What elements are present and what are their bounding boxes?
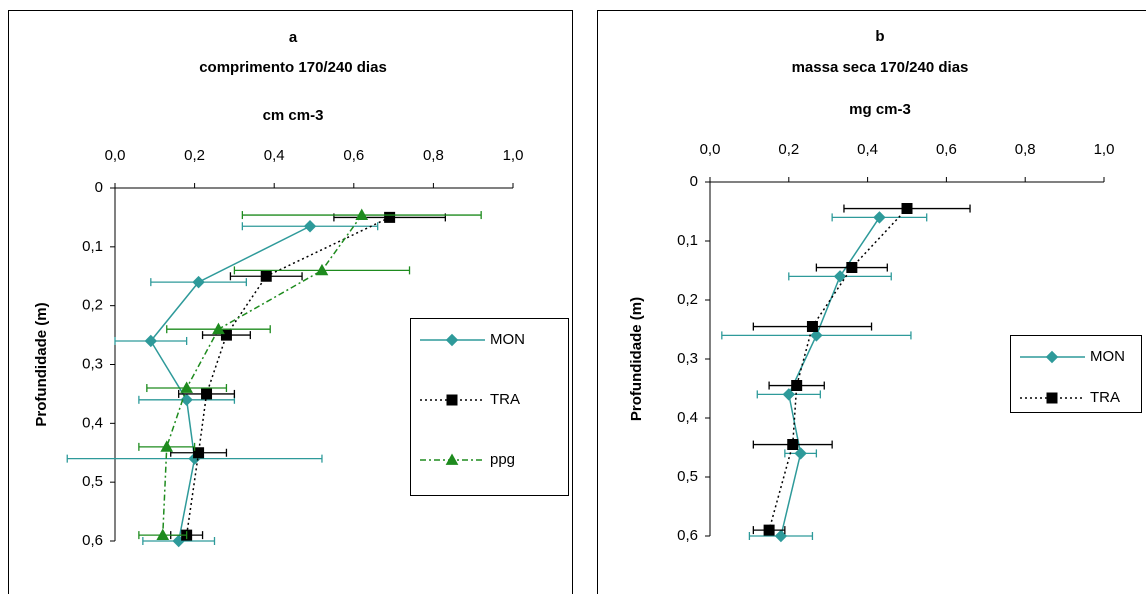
legend-marker <box>446 394 458 406</box>
series-line <box>768 208 908 531</box>
y-tick-label: 0,4 <box>82 414 103 431</box>
data-point <box>180 393 193 407</box>
x-tick-label: 0,8 <box>1015 141 1036 158</box>
data-point <box>763 524 775 536</box>
data-point <box>156 528 170 541</box>
legend-marker <box>445 453 459 465</box>
data-point <box>810 329 823 342</box>
x-tick-label: 0,4 <box>857 141 878 158</box>
x-tick-label: 0,2 <box>184 147 205 164</box>
data-point <box>355 208 369 220</box>
x-tick-label: 0,0 <box>105 147 126 164</box>
data-point <box>794 447 807 460</box>
data-point <box>791 380 803 392</box>
x-tick-label: 1,0 <box>503 147 524 164</box>
y-tick-label: 0,2 <box>677 291 698 308</box>
panel-frame <box>597 10 1146 594</box>
y-tick-label: 0 <box>95 179 103 196</box>
y-tick-label: 0,1 <box>82 238 103 255</box>
data-point <box>192 275 205 289</box>
x-tick-label: 0,0 <box>700 141 721 158</box>
panel-title: b <box>875 28 884 45</box>
data-point <box>212 322 225 335</box>
y-tick-label: 0,6 <box>677 527 698 544</box>
data-point <box>303 220 317 233</box>
y-tick-label: 0,3 <box>82 355 103 372</box>
x-tick-label: 0,6 <box>343 147 364 164</box>
y-tick-label: 0 <box>690 173 698 190</box>
legend-marker <box>1046 392 1058 404</box>
legend-label: TRA <box>1090 389 1120 406</box>
y-tick-label: 0,2 <box>82 297 103 314</box>
data-point <box>193 447 205 459</box>
series-line <box>162 214 363 536</box>
y-tick-label: 0,5 <box>677 468 698 485</box>
data-point <box>782 388 796 401</box>
x-axis-label: cm cm-3 <box>263 107 324 124</box>
legend-label: MON <box>1090 348 1125 365</box>
data-point <box>774 529 788 543</box>
legend-marker <box>445 333 459 347</box>
data-point <box>787 439 799 451</box>
legend-marker <box>1045 350 1059 364</box>
y-axis-label: Profundidade (m) <box>33 302 50 426</box>
data-point <box>873 211 886 224</box>
series-line <box>149 225 311 542</box>
y-tick-label: 0,6 <box>82 532 103 549</box>
panel-subtitle: massa seca 170/240 dias <box>792 59 969 76</box>
legend-label: TRA <box>490 391 520 408</box>
data-point <box>180 381 193 393</box>
x-tick-label: 0,6 <box>936 141 957 158</box>
y-tick-label: 0,1 <box>677 232 698 249</box>
x-tick-label: 0,2 <box>778 141 799 158</box>
y-tick-label: 0,4 <box>677 409 698 426</box>
legend-label: ppg <box>490 451 515 468</box>
panel-title: a <box>289 29 298 46</box>
legend-box <box>1010 335 1142 413</box>
y-axis-label: Profundidade (m) <box>628 297 645 421</box>
data-point <box>315 263 329 276</box>
data-point <box>160 440 174 452</box>
x-tick-label: 1,0 <box>1094 141 1115 158</box>
y-tick-label: 0,3 <box>677 350 698 367</box>
x-tick-label: 0,8 <box>423 147 444 164</box>
panel-frame <box>8 10 573 594</box>
data-point <box>901 203 913 215</box>
data-point <box>833 270 847 283</box>
data-point <box>384 211 396 223</box>
data-point <box>201 388 213 400</box>
data-point <box>144 334 158 348</box>
x-axis-label: mg cm-3 <box>849 101 911 118</box>
data-point <box>260 270 272 282</box>
legend-label: MON <box>490 331 525 348</box>
data-point <box>846 262 858 274</box>
data-point <box>806 321 818 333</box>
x-tick-label: 0,4 <box>264 147 285 164</box>
y-tick-label: 0,5 <box>82 473 103 490</box>
legend-box <box>410 318 569 496</box>
panel-subtitle: comprimento 170/240 dias <box>199 59 387 76</box>
